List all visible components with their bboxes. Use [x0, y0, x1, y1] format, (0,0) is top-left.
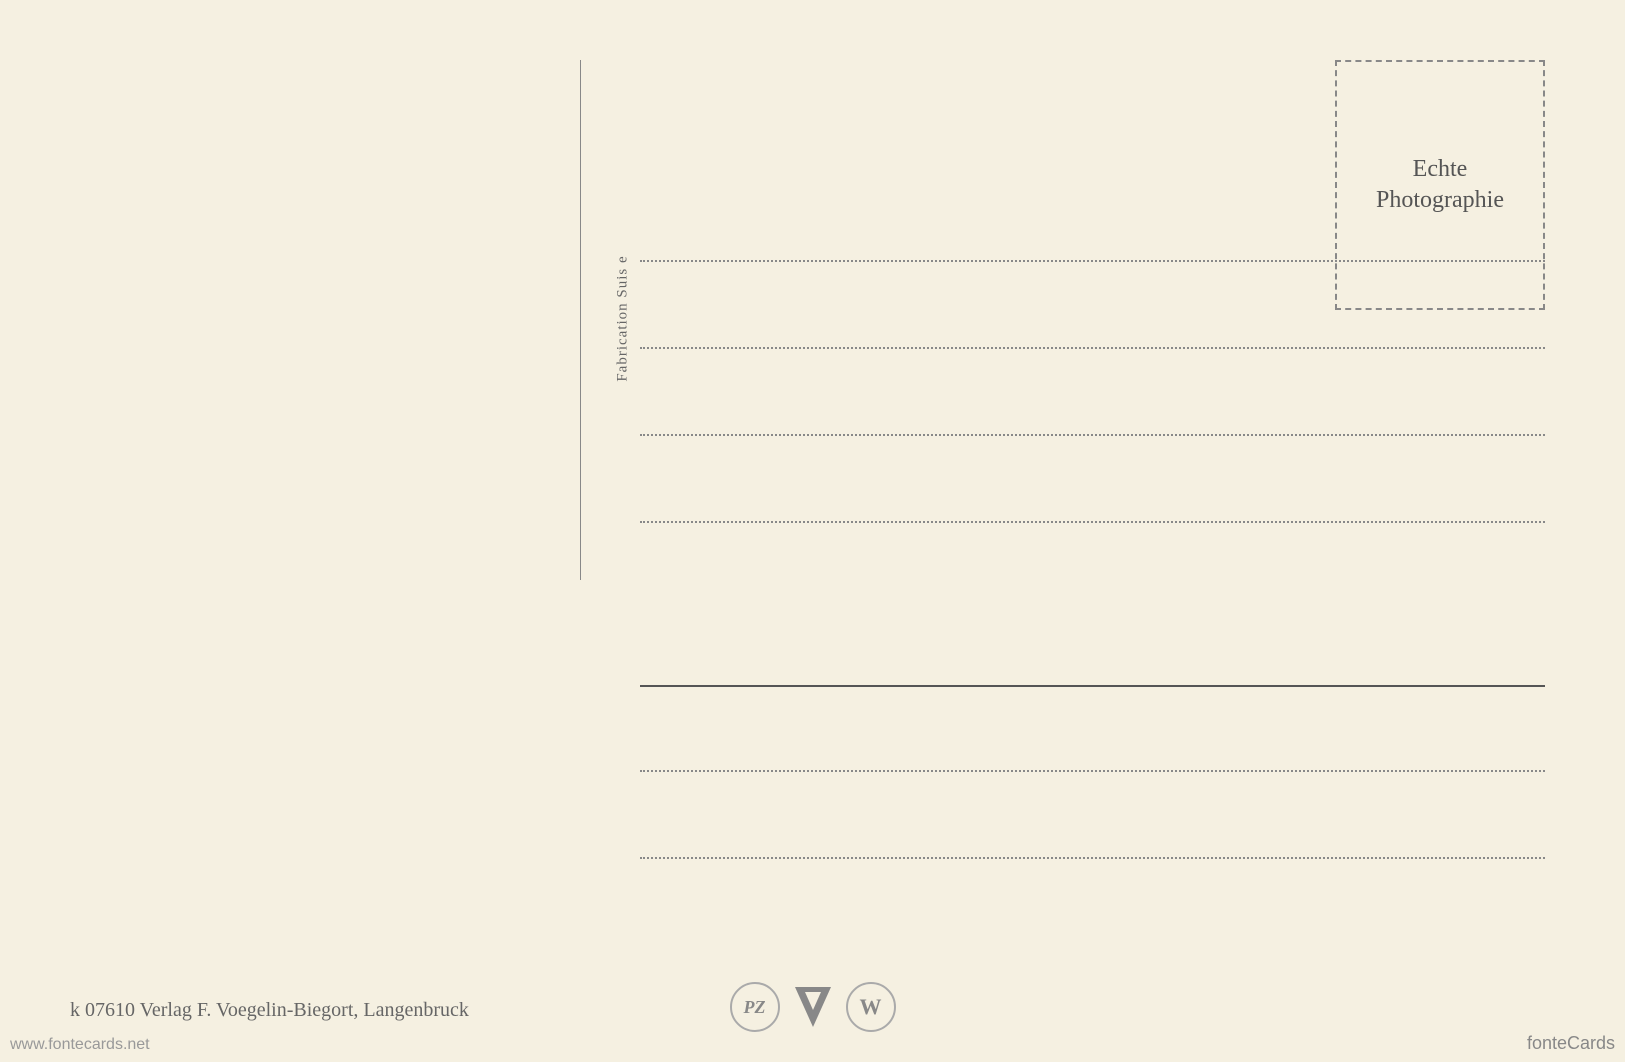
bottom-line-2: [640, 857, 1545, 859]
w-logo: W: [846, 982, 896, 1032]
address-line-2: [640, 347, 1545, 349]
watermark-brand: fonteCards: [1527, 1033, 1615, 1054]
center-divider: [580, 60, 581, 580]
pz-logo: PZ: [730, 982, 780, 1032]
address-line-4: [640, 521, 1545, 523]
stamp-line1: Echte: [1413, 156, 1468, 182]
bottom-line-1: [640, 770, 1545, 772]
stamp-text: Echte Photographie: [1376, 154, 1504, 216]
v-triangle-logo: [795, 987, 831, 1027]
address-line-3: [640, 434, 1545, 436]
publisher-text: Verlag F. Voegelin-Biegort, Langenbruck: [140, 999, 469, 1021]
postcard-back: Fabrication Suis e Echte Photographie k …: [0, 0, 1625, 1062]
printer-logos: PZ W: [730, 982, 896, 1032]
stamp-line2: Photographie: [1376, 187, 1504, 213]
separator-line: [640, 685, 1545, 687]
fabrication-label: Fabrication Suis e: [615, 255, 632, 381]
address-line-1: [640, 260, 1545, 262]
bottom-lines-section: [640, 770, 1545, 944]
v-triangle-inner: [805, 992, 821, 1010]
catalog-number: k 07610: [70, 999, 135, 1021]
watermark-url: www.fontecards.net: [10, 1036, 150, 1054]
publisher-info: k 07610 Verlag F. Voegelin-Biegort, Lang…: [70, 999, 469, 1022]
address-section: [640, 260, 1545, 608]
